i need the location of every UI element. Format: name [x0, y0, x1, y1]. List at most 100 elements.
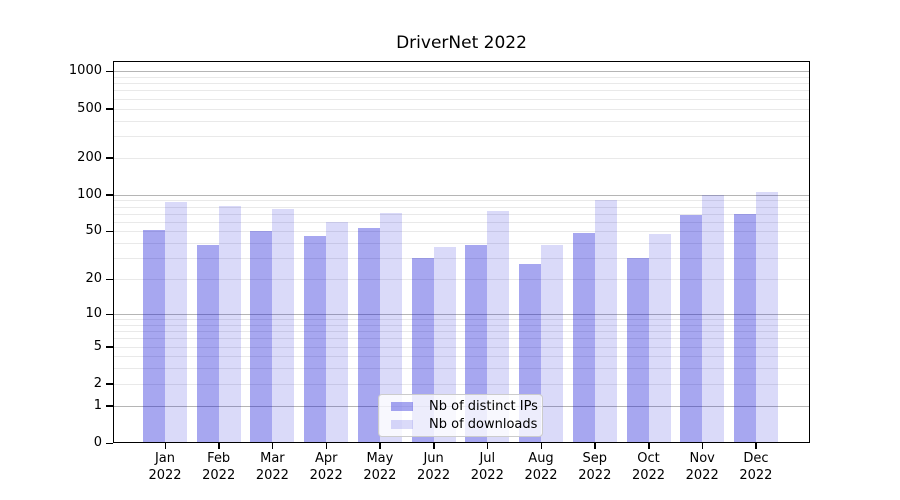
- x-tick-label: Sep 2022: [567, 450, 623, 484]
- y-tick-label: 1000: [68, 63, 102, 79]
- bar-may-nb-of-distinct-ips: [357, 228, 380, 443]
- minor-gridline: [113, 331, 810, 333]
- x-axis-tick: [379, 443, 381, 449]
- x-axis-tick: [218, 443, 220, 449]
- y-axis-tick: [106, 157, 113, 159]
- minor-gridline: [113, 157, 810, 159]
- minor-gridline: [113, 324, 810, 326]
- minor-gridline: [113, 90, 810, 92]
- y-tick-label: 500: [77, 100, 102, 116]
- chart-title: DriverNet 2022: [396, 33, 527, 53]
- legend: Nb of distinct IPs Nb of downloads: [378, 394, 543, 437]
- y-axis-tick: [106, 70, 113, 73]
- y-tick-label: 5: [93, 338, 102, 354]
- major-gridline: [113, 314, 810, 315]
- major-gridline: [113, 194, 810, 196]
- y-tick-label: 10: [85, 306, 102, 321]
- x-tick-year: 2022: [417, 468, 451, 483]
- x-tick-month: Oct: [637, 451, 660, 466]
- x-tick-label: Nov 2022: [674, 450, 730, 484]
- bar-jan-nb-of-downloads: [165, 201, 187, 443]
- x-tick-month: Jun: [423, 451, 444, 466]
- legend-entry-distinct-ips: Nb of distinct IPs: [387, 398, 538, 416]
- y-axis-tick: [106, 278, 113, 281]
- bar-apr-nb-of-distinct-ips: [304, 235, 327, 443]
- x-tick-label: Mar 2022: [244, 450, 300, 484]
- x-axis-tick: [648, 443, 650, 449]
- x-axis-tick: [701, 443, 704, 449]
- y-axis-tick: [106, 405, 113, 407]
- bar-sep-nb-of-downloads: [594, 200, 617, 443]
- x-tick-label: Jan 2022: [137, 450, 193, 484]
- x-tick-year: 2022: [148, 468, 182, 483]
- y-tick-label: 100: [77, 186, 102, 202]
- minor-gridline: [113, 356, 810, 358]
- y-axis-tick: [106, 108, 113, 110]
- minor-gridline: [113, 221, 810, 223]
- x-tick-year: 2022: [685, 468, 719, 483]
- x-tick-month: Jan: [154, 451, 176, 466]
- x-axis-tick: [433, 443, 435, 449]
- minor-gridline: [113, 338, 810, 340]
- x-tick-label: Dec 2022: [728, 450, 784, 484]
- x-tick-month: Dec: [743, 451, 769, 466]
- x-tick-month: May: [366, 451, 394, 466]
- minor-gridline: [113, 108, 810, 110]
- minor-gridline: [113, 279, 810, 281]
- y-tick-label: 1: [93, 397, 102, 413]
- minor-gridline: [113, 206, 810, 208]
- x-tick-month: Jul: [479, 451, 496, 466]
- bar-dec-nb-of-downloads: [755, 192, 778, 443]
- minor-gridline: [113, 258, 810, 260]
- x-tick-month: Feb: [207, 451, 231, 466]
- bar-nov-nb-of-downloads: [702, 195, 725, 443]
- x-tick-month: Apr: [314, 451, 338, 466]
- x-tick-label: Jul 2022: [459, 450, 515, 484]
- x-tick-year: 2022: [470, 468, 504, 483]
- bar-sep-nb-of-distinct-ips: [572, 232, 595, 443]
- bar-may-nb-of-downloads: [379, 212, 402, 443]
- x-tick-year: 2022: [363, 468, 397, 483]
- x-axis-tick: [271, 443, 274, 449]
- bar-dec-nb-of-distinct-ips: [733, 214, 756, 443]
- x-tick-label: Jun 2022: [406, 450, 462, 484]
- y-axis-tick: [106, 230, 113, 233]
- bar-feb-nb-of-downloads: [218, 205, 241, 443]
- bar-jul-nb-of-distinct-ips: [465, 244, 488, 443]
- legend-swatch-downloads: [391, 419, 413, 429]
- y-tick-label: 20: [85, 271, 102, 287]
- y-tick-label: 200: [77, 149, 102, 165]
- x-tick-year: 2022: [739, 468, 773, 483]
- minor-gridline: [113, 346, 810, 348]
- bar-apr-nb-of-downloads: [326, 221, 349, 443]
- x-axis-tick: [325, 443, 328, 449]
- x-tick-year: 2022: [202, 468, 236, 483]
- x-tick-label: Oct 2022: [621, 450, 677, 484]
- bar-oct-nb-of-downloads: [648, 233, 671, 443]
- x-tick-label: May 2022: [352, 450, 408, 484]
- minor-gridline: [113, 120, 810, 122]
- bar-mar-nb-of-distinct-ips: [250, 231, 273, 443]
- y-tick-label: 2: [93, 375, 102, 391]
- x-tick-year: 2022: [255, 468, 289, 483]
- minor-gridline: [113, 319, 810, 321]
- x-axis-tick: [594, 443, 596, 449]
- x-tick-month: Mar: [260, 451, 285, 466]
- legend-label-distinct-ips: Nb of distinct IPs: [429, 399, 538, 415]
- y-axis-tick: [106, 313, 113, 315]
- x-tick-year: 2022: [578, 468, 612, 483]
- x-tick-year: 2022: [309, 468, 343, 483]
- x-tick-month: Aug: [528, 451, 554, 466]
- x-tick-label: Aug 2022: [513, 450, 569, 484]
- plot-area: [113, 61, 810, 443]
- minor-gridline: [113, 200, 810, 202]
- x-tick-label: Apr 2022: [298, 450, 354, 484]
- x-axis-tick: [540, 443, 542, 449]
- bar-jan-nb-of-distinct-ips: [143, 230, 165, 443]
- x-tick-label: Feb 2022: [191, 450, 247, 484]
- x-axis-tick: [486, 443, 489, 449]
- x-tick-year: 2022: [524, 468, 558, 483]
- minor-gridline: [113, 243, 810, 245]
- minor-gridline: [113, 83, 810, 85]
- minor-gridline: [113, 135, 810, 137]
